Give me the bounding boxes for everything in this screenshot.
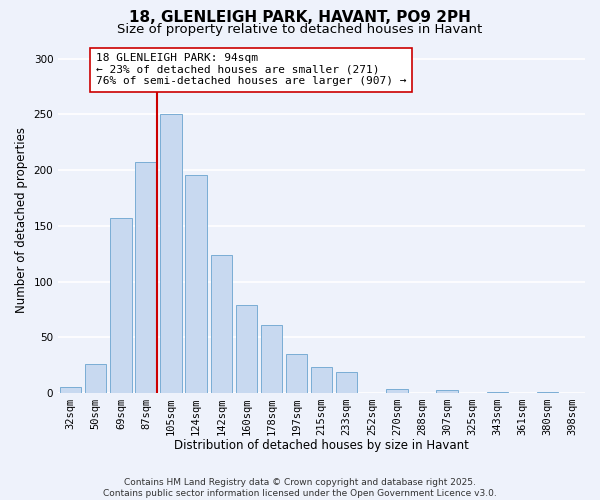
Bar: [311, 368, 332, 393]
Text: Contains HM Land Registry data © Crown copyright and database right 2025.
Contai: Contains HM Land Registry data © Crown c…: [103, 478, 497, 498]
Bar: [537, 392, 558, 393]
Bar: [286, 354, 307, 393]
Bar: [110, 218, 131, 393]
Bar: [211, 255, 232, 393]
X-axis label: Distribution of detached houses by size in Havant: Distribution of detached houses by size …: [174, 440, 469, 452]
Bar: [236, 305, 257, 393]
Bar: [261, 325, 282, 393]
Bar: [336, 372, 358, 393]
Text: 18, GLENLEIGH PARK, HAVANT, PO9 2PH: 18, GLENLEIGH PARK, HAVANT, PO9 2PH: [129, 10, 471, 25]
Bar: [136, 162, 157, 393]
Bar: [487, 392, 508, 393]
Bar: [386, 388, 407, 393]
Text: Size of property relative to detached houses in Havant: Size of property relative to detached ho…: [118, 22, 482, 36]
Y-axis label: Number of detached properties: Number of detached properties: [15, 127, 28, 313]
Bar: [85, 364, 106, 393]
Bar: [185, 174, 207, 393]
Bar: [160, 114, 182, 393]
Text: 18 GLENLEIGH PARK: 94sqm
← 23% of detached houses are smaller (271)
76% of semi-: 18 GLENLEIGH PARK: 94sqm ← 23% of detach…: [96, 53, 406, 86]
Bar: [60, 388, 82, 393]
Bar: [436, 390, 458, 393]
